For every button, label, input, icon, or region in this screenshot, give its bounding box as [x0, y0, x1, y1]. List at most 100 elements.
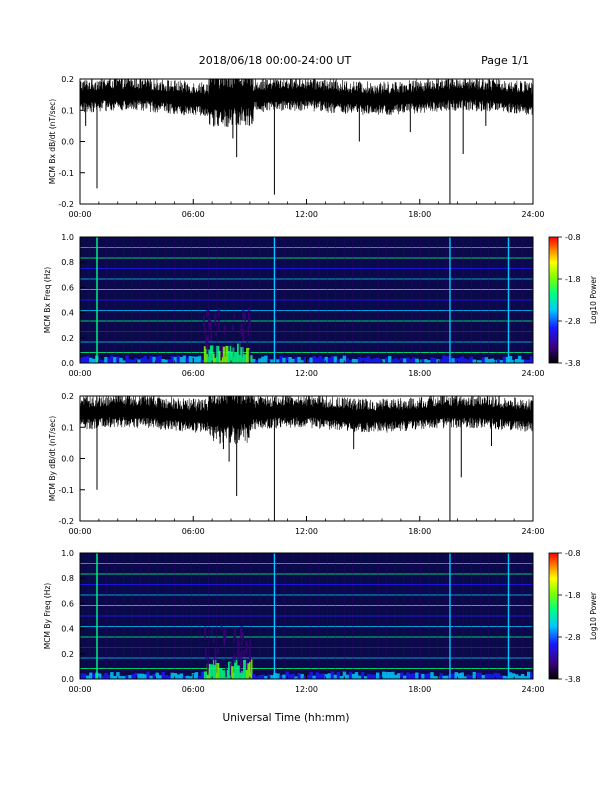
- power-cell: [321, 673, 326, 679]
- bx-dbdt-ylabel: MCM Bx dB/dt (nT/sec): [48, 99, 57, 184]
- power-cell: [176, 355, 181, 363]
- power-cell: [505, 676, 510, 679]
- y-tick-label: 0.0: [61, 359, 74, 368]
- x-tick-label: 12:00: [295, 210, 318, 219]
- colorbar-tick-label: -0.8: [565, 233, 581, 242]
- power-cell: [385, 357, 389, 363]
- activity-patch: [247, 326, 249, 336]
- power-cell: [188, 676, 193, 679]
- power-cell: [427, 673, 431, 679]
- power-cell: [363, 357, 368, 363]
- activity-patch: [217, 647, 219, 654]
- power-cell: [137, 359, 141, 363]
- power-cell: [261, 674, 265, 679]
- power-cell: [508, 356, 513, 363]
- y-tick-label: 0.2: [61, 392, 74, 401]
- power-cell: [475, 360, 480, 363]
- activity-patch: [234, 653, 236, 663]
- power-cell: [379, 358, 383, 363]
- power-cell: [89, 672, 93, 679]
- power-cell: [234, 659, 238, 679]
- activity-patch: [242, 632, 244, 640]
- page-indicator: Page 1/1: [481, 54, 529, 67]
- activity-patch: [240, 323, 242, 335]
- by-colorbar: [548, 552, 559, 680]
- power-cell: [194, 356, 199, 363]
- panel-by-dbdt: 00:00 06:00 12:00 18:00 24:00 -0.2 -0.1 0.0 0.1 0…: [48, 392, 545, 536]
- x-tick-label: 24:00: [521, 369, 544, 378]
- power-cell: [246, 663, 250, 679]
- power-cell: [451, 358, 455, 363]
- power-cell: [294, 357, 298, 363]
- x-tick-label: 00:00: [68, 369, 91, 378]
- activity-patch: [213, 638, 215, 643]
- power-cell: [499, 360, 504, 363]
- power-cell: [134, 358, 138, 363]
- power-cell: [231, 666, 235, 679]
- power-cell: [303, 357, 307, 363]
- activity-patch: [240, 627, 242, 639]
- colorbar-tick-label: -0.8: [565, 549, 581, 558]
- bx-spectrogram-features: [80, 237, 534, 363]
- power-cell: [152, 356, 156, 363]
- power-cell: [119, 357, 123, 363]
- power-cell: [424, 673, 428, 679]
- power-cell: [318, 674, 323, 679]
- power-cell: [92, 358, 96, 363]
- power-cell: [122, 360, 126, 363]
- power-cell: [221, 346, 226, 363]
- y-tick-label: 1.0: [61, 233, 74, 242]
- activity-patch: [215, 331, 217, 336]
- power-cell: [421, 359, 425, 363]
- x-tick-label: 06:00: [182, 369, 205, 378]
- power-cell: [288, 357, 292, 363]
- activity-patch: [240, 650, 243, 663]
- power-cell: [270, 359, 274, 363]
- power-cell: [200, 359, 205, 363]
- power-cell: [363, 676, 368, 679]
- power-cell: [454, 672, 458, 679]
- power-cell: [499, 675, 504, 679]
- activity-patch: [218, 320, 220, 332]
- power-cell: [324, 356, 329, 363]
- power-cell: [212, 659, 217, 679]
- power-cell: [128, 675, 132, 679]
- power-cell: [101, 676, 105, 679]
- x-tick-label: 00:00: [68, 685, 91, 694]
- power-cell: [409, 673, 413, 679]
- activity-patch: [231, 344, 233, 352]
- activity-patch: [210, 332, 213, 341]
- activity-patch: [232, 325, 234, 332]
- activity-patch: [233, 314, 236, 319]
- power-cell: [209, 345, 214, 363]
- power-cell: [348, 360, 353, 363]
- power-cell: [336, 671, 341, 679]
- power-cell: [433, 676, 437, 679]
- power-cell: [104, 357, 108, 363]
- power-cell: [291, 358, 295, 363]
- power-cell: [240, 670, 244, 679]
- activity-patch: [211, 629, 213, 636]
- power-cell: [309, 357, 313, 363]
- power-cell: [155, 356, 159, 363]
- activity-patch: [232, 655, 234, 666]
- panel-bx-spectrogram: 00:00 06:00 12:00 18:00 24:00 0.0 0.2 0.4 0.6 0.8…: [43, 233, 598, 378]
- power-cell: [303, 676, 307, 679]
- power-cell: [496, 359, 501, 363]
- power-cell: [264, 676, 268, 679]
- activity-patch: [223, 325, 226, 335]
- bx-dbdt-trace: [79, 78, 534, 204]
- power-cell: [249, 355, 253, 363]
- activity-patch: [220, 346, 222, 361]
- y-tick-label: 0.1: [61, 423, 74, 432]
- power-cell: [98, 359, 102, 363]
- power-cell: [282, 674, 286, 679]
- power-cell: [360, 357, 365, 363]
- power-cell: [466, 359, 471, 363]
- power-cell: [445, 675, 449, 679]
- power-cell: [288, 674, 292, 679]
- power-cell: [324, 674, 329, 679]
- y-tick-label: 0.4: [61, 309, 74, 318]
- power-cell: [140, 673, 144, 679]
- power-cell: [321, 358, 326, 363]
